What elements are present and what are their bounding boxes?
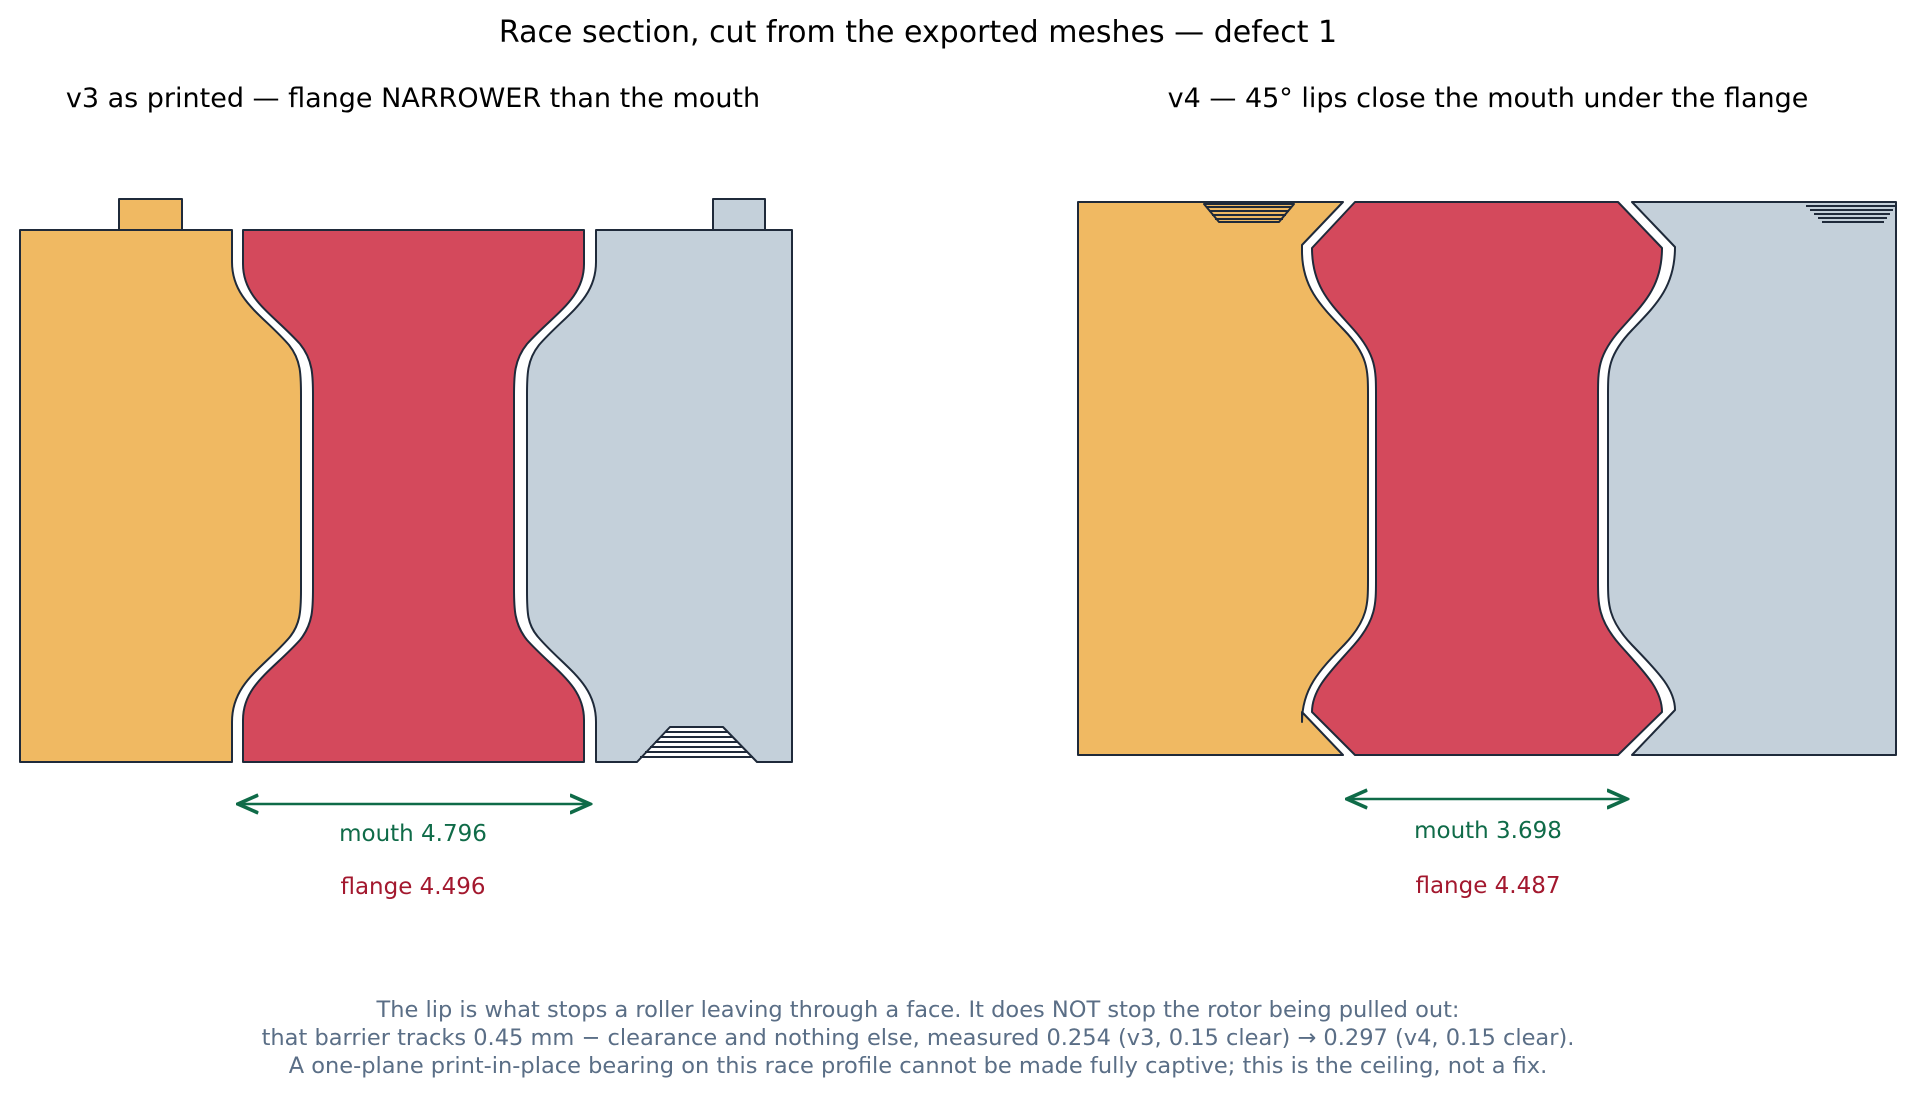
v3-roller (242, 229, 585, 763)
panel-v3: v3 as printed — flange NARROWER than the… (19, 83, 793, 900)
v3-mouth-label: mouth 4.796 (339, 821, 487, 847)
v3-outer-stepped-feature (640, 726, 753, 758)
v3-inner-tab (118, 198, 183, 231)
footnote: The lip is what stops a roller leaving t… (262, 997, 1575, 1079)
panel-v4: v4 — 45° lips close the mouth under the … (1077, 83, 1897, 899)
v4-flange-label: flange 4.487 (1415, 873, 1560, 899)
v4-inner-step-lines (1206, 206, 1292, 220)
panel-v3-subtitle: v3 as printed — flange NARROWER than the… (66, 83, 760, 114)
v4-inner-race (1077, 201, 1369, 756)
figure-title: Race section, cut from the exported mesh… (499, 15, 1337, 50)
v3-flange-label: flange 4.496 (340, 874, 485, 900)
footnote-line-1: The lip is what stops a roller leaving t… (376, 997, 1460, 1023)
v4-outer-stepped-feature (1806, 205, 1896, 223)
footnote-line-3: A one-plane print-in-place bearing on th… (289, 1053, 1548, 1079)
v4-outer-race (1607, 201, 1897, 756)
footnote-line-2: that barrier tracks 0.45 mm − clearance … (262, 1025, 1575, 1051)
panel-v4-subtitle: v4 — 45° lips close the mouth under the … (1168, 83, 1809, 114)
v4-roller (1311, 201, 1663, 756)
v3-inner-race (19, 229, 302, 763)
v3-outer-race (526, 229, 793, 763)
v3-outer-tab (712, 198, 766, 231)
v4-mouth-label: mouth 3.698 (1414, 818, 1562, 844)
